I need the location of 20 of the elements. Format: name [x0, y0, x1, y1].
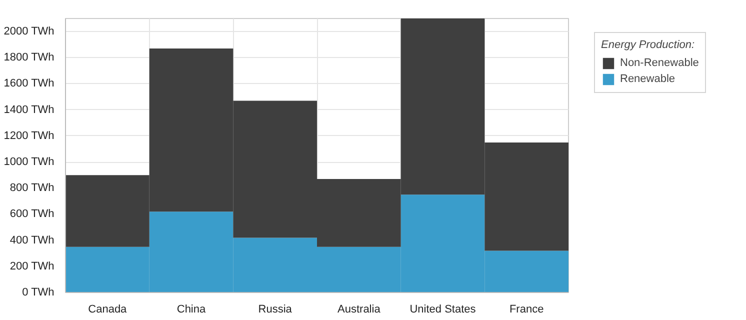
- x-tick-label: France: [509, 304, 544, 316]
- y-tick-label: 1000 TWh: [4, 156, 54, 168]
- y-tick-label: 200 TWh: [10, 260, 54, 272]
- legend-label: Renewable: [620, 73, 676, 85]
- y-tick-label: 1600 TWh: [4, 78, 54, 90]
- y-tick-label: 1800 TWh: [4, 52, 54, 64]
- x-tick-label: Canada: [88, 304, 128, 316]
- y-tick-label: 600 TWh: [10, 208, 54, 220]
- x-tick-label: United States: [410, 304, 476, 316]
- x-tick-label: Russia: [258, 304, 293, 316]
- legend-title: Energy Production:: [601, 39, 696, 51]
- y-tick-label: 2000 TWh: [4, 26, 54, 38]
- y-tick-label: 800 TWh: [10, 182, 54, 194]
- y-tick-label: 0 TWh: [22, 286, 54, 298]
- x-tick-label: Australia: [338, 304, 382, 316]
- x-tick-label: China: [176, 304, 207, 316]
- legend-label: Non-Renewable: [620, 57, 699, 69]
- y-tick-label: 1200 TWh: [4, 130, 54, 142]
- y-tick-label: 1400 TWh: [4, 104, 54, 116]
- y-tick-label: 400 TWh: [10, 234, 54, 246]
